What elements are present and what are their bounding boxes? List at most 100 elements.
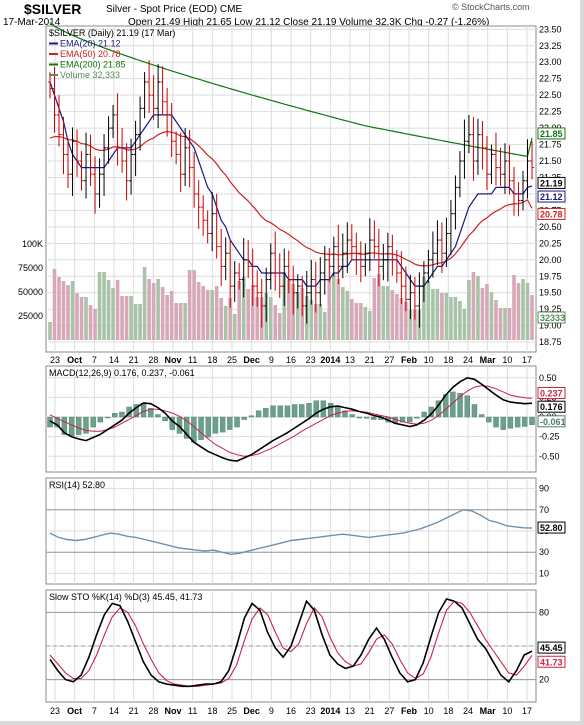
last-close-label-box <box>537 176 566 189</box>
volume-bar <box>277 313 282 340</box>
rsi-y-tick-label: 90 <box>539 484 549 494</box>
volume-bar <box>336 279 341 340</box>
sto-y-tick-label: 80 <box>539 607 549 617</box>
volume-bar <box>426 281 431 340</box>
volume-bar <box>341 287 345 340</box>
price-x-tick-label: Feb <box>401 355 418 365</box>
volume-bar <box>322 312 327 340</box>
volume-bar <box>97 272 102 340</box>
volume-bar <box>521 279 525 340</box>
rsi-y-tick-label: 10 <box>539 568 549 578</box>
macd-histogram-bar <box>277 405 283 418</box>
volume-bar <box>120 296 124 340</box>
macd-histogram-bar <box>227 416 233 430</box>
sto-x-tick-label: 2014 <box>320 706 340 716</box>
volume-bar <box>381 286 386 340</box>
volume-bar <box>462 309 467 340</box>
volume-bar <box>331 275 336 340</box>
volume-bar <box>124 296 129 340</box>
volume-bar <box>219 298 223 340</box>
volume-bar <box>372 278 377 340</box>
macd-title: MACD(12,26,9) 0.176, 0.237, -0.061 <box>49 368 195 378</box>
macd-line <box>49 376 533 462</box>
legend-entry: EMA(50) 20.78 <box>60 49 121 59</box>
volume-bar <box>268 297 273 340</box>
macd-signal-line <box>49 385 533 457</box>
ema50-line <box>49 130 533 267</box>
last-macd-label: 0.176 <box>540 402 563 412</box>
exchange-label: CME <box>219 4 243 15</box>
last-macd-label-box <box>537 400 566 413</box>
macd-histogram-bar <box>514 416 521 428</box>
price-x-tick-label: Nov <box>164 355 181 365</box>
macd-histogram-bar <box>464 395 470 418</box>
macd-histogram-bar <box>198 416 204 440</box>
macd-histogram-bar <box>356 416 363 419</box>
macd-histogram-bar <box>219 416 226 433</box>
last-macd-hist-label: -0.061 <box>540 417 566 427</box>
volume-bar <box>93 309 97 340</box>
macd-histogram-bar <box>522 416 528 427</box>
macd-histogram-bar <box>83 416 89 434</box>
price-x-tick-label: 23 <box>306 355 316 365</box>
price-x-tick-label: 18 <box>443 355 453 365</box>
macd-histogram-bar <box>291 404 298 418</box>
volume-y-tick-label: 50000 <box>18 287 43 297</box>
price-x-tick-label: 17 <box>522 355 532 365</box>
volume-bar <box>354 303 359 340</box>
price-y-tick-label: 22.25 <box>539 107 562 117</box>
macd-histogram-bar <box>90 416 96 428</box>
volume-bar <box>147 279 151 340</box>
symbol-title: $SILVER <box>24 1 82 17</box>
price-y-tick-label: 18.75 <box>539 337 562 347</box>
quote-date: 17-Mar-2014 <box>3 17 61 28</box>
macd-histogram-bar <box>299 404 305 418</box>
sto-x-tick-label: 23 <box>306 706 316 716</box>
macd-y-tick-label: 0.50 <box>539 373 557 383</box>
volume-bar <box>359 303 363 340</box>
volume-bar <box>106 280 111 340</box>
rsi-line <box>49 509 533 556</box>
volume-bar <box>413 310 417 340</box>
macd-y-tick-label: -0.25 <box>539 432 560 442</box>
volume-bar <box>440 293 444 340</box>
price-x-tick-label: 24 <box>463 355 473 365</box>
volume-y-tick-label: 25000 <box>18 311 43 321</box>
price-y-tick-label: 23.00 <box>539 57 562 67</box>
price-y-tick-label: 22.50 <box>539 90 562 100</box>
volume-bar <box>174 303 178 340</box>
volume-bar <box>422 277 426 340</box>
volume-bar <box>431 289 435 340</box>
volume-bar <box>187 270 192 340</box>
volume-bar <box>151 283 156 340</box>
macd-histogram-bar <box>486 416 492 423</box>
sto-x-tick-label: 14 <box>109 706 119 716</box>
quote-summary: Open 21.49 High 21.65 Low 21.12 Close 21… <box>128 17 490 28</box>
volume-bar <box>435 289 440 340</box>
macd-histogram-bar <box>54 416 60 428</box>
sto-x-tick-label: 27 <box>384 706 394 716</box>
volume-bar <box>390 290 395 340</box>
macd-histogram-bar <box>191 416 197 443</box>
price-x-tick-label: 28 <box>148 355 158 365</box>
volume-bar <box>345 291 350 340</box>
sto-d-line <box>49 600 533 687</box>
price-x-tick-label: 23 <box>50 355 60 365</box>
sto-x-tick-label: 24 <box>463 706 473 716</box>
last-ema20-label-box <box>537 190 566 203</box>
sto-x-tick-label: Oct <box>67 706 82 716</box>
macd-histogram-bar <box>212 416 219 434</box>
sto-x-tick-label: 23 <box>50 706 60 716</box>
price-y-tick-label: 21.75 <box>539 140 562 150</box>
macd-histogram-bar <box>183 416 190 439</box>
macd-histogram-bar <box>140 403 147 418</box>
stockcharts-credit: © StockCharts.com <box>452 2 530 12</box>
price-y-tick-label: 20.25 <box>539 238 562 248</box>
volume-bar <box>273 305 278 340</box>
macd-histogram-bar <box>148 408 154 418</box>
sto-x-tick-label: 18 <box>443 706 453 716</box>
price-y-tick-label: 19.75 <box>539 271 562 281</box>
volume-bar <box>404 302 408 340</box>
legend-entry: $SILVER (Daily) 21.19 (17 Mar) <box>49 28 175 38</box>
volume-bar <box>471 272 476 340</box>
